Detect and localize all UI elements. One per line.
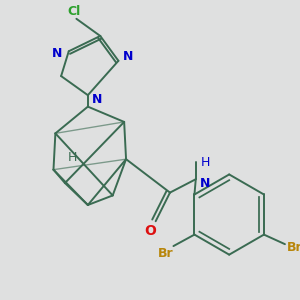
Text: Br: Br [287, 242, 300, 254]
Text: O: O [144, 224, 156, 238]
Text: N: N [123, 50, 133, 64]
Text: H: H [201, 155, 210, 169]
Text: N: N [92, 92, 103, 106]
Text: H: H [68, 151, 77, 164]
Text: Cl: Cl [68, 4, 81, 18]
Text: N: N [52, 47, 62, 60]
Text: N: N [200, 176, 211, 190]
Text: Br: Br [158, 247, 174, 260]
